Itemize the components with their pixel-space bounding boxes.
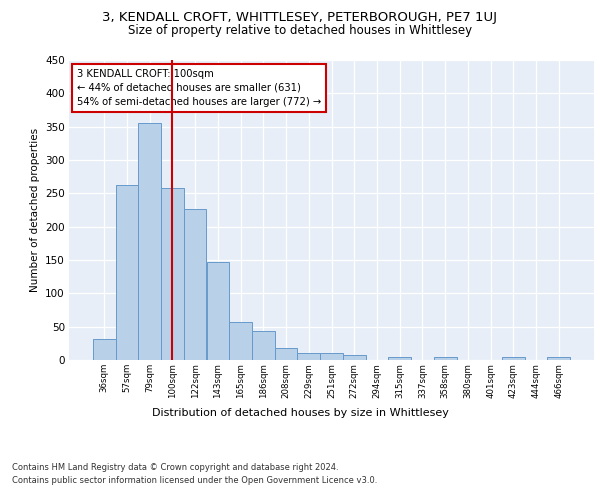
Y-axis label: Number of detached properties: Number of detached properties (29, 128, 40, 292)
Text: Contains public sector information licensed under the Open Government Licence v3: Contains public sector information licen… (12, 476, 377, 485)
Text: Size of property relative to detached houses in Whittlesey: Size of property relative to detached ho… (128, 24, 472, 37)
Bar (184, 210, 206, 360)
Bar (139, 122, 161, 360)
Text: 3 KENDALL CROFT: 100sqm
← 44% of detached houses are smaller (631)
54% of semi-d: 3 KENDALL CROFT: 100sqm ← 44% of detache… (77, 69, 321, 107)
Bar (434, 356, 457, 360)
Bar (547, 356, 570, 360)
Bar (116, 186, 139, 360)
Bar (320, 352, 343, 360)
Bar (93, 340, 116, 360)
Bar (275, 348, 298, 360)
Text: Distribution of detached houses by size in Whittlesey: Distribution of detached houses by size … (152, 408, 448, 418)
Bar (229, 322, 252, 360)
Bar (343, 356, 365, 360)
Bar (502, 356, 524, 360)
Text: 3, KENDALL CROFT, WHITTLESEY, PETERBOROUGH, PE7 1UJ: 3, KENDALL CROFT, WHITTLESEY, PETERBOROU… (103, 11, 497, 24)
Text: Contains HM Land Registry data © Crown copyright and database right 2024.: Contains HM Land Registry data © Crown c… (12, 462, 338, 471)
Bar (298, 352, 320, 360)
Bar (252, 330, 275, 360)
Bar (161, 188, 184, 360)
Bar (206, 262, 229, 360)
Bar (388, 356, 411, 360)
